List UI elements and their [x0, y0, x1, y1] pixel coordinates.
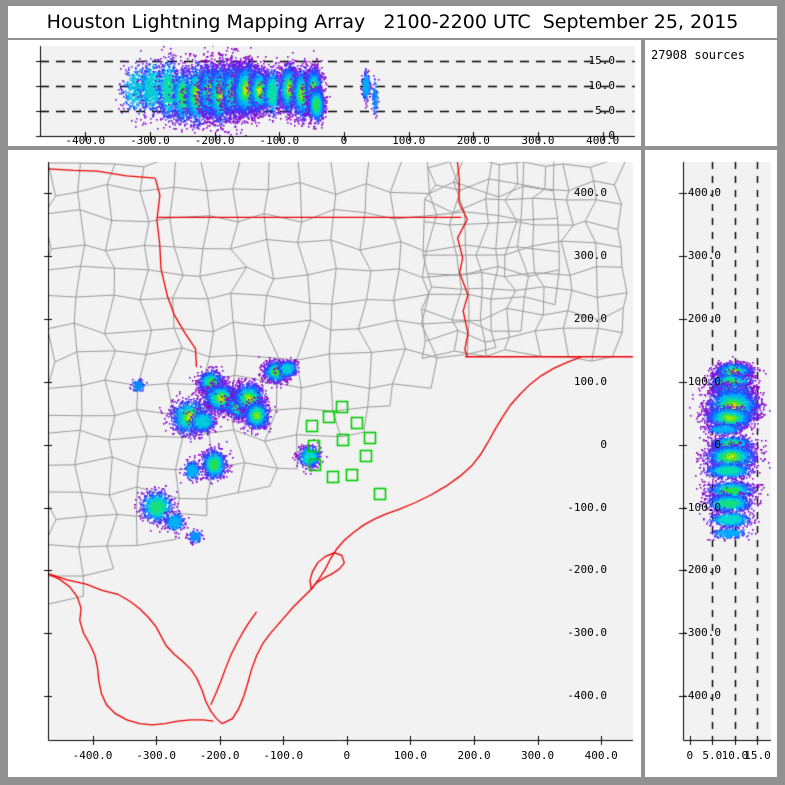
axis-tick-label: 0: [600, 437, 607, 451]
axis-tick-label: 300.0: [521, 749, 555, 762]
axis-tick-label: 5.0: [595, 104, 615, 117]
axis-tick-label: 400.0: [586, 134, 620, 147]
axis-tick-label: 0: [608, 129, 615, 142]
axis-tick-label: -200.0: [567, 563, 607, 577]
axis-tick-label: 200.0: [687, 312, 721, 326]
axis-tick-label: -400.0: [65, 134, 106, 147]
axis-tick-label: 15.0: [744, 749, 771, 762]
axis-tick-label: 400.0: [573, 186, 607, 200]
source-count-panel: 27908 sources: [645, 40, 777, 146]
axis-tick-label: -100.0: [259, 134, 300, 147]
axis-tick-label: 0: [340, 134, 348, 147]
axis-tick-label: 0: [686, 749, 694, 762]
north-south-vs-altitude-panel: -400.0 -300.0 -200.0 -100.0 0 100.0 200.0 300.0…: [645, 150, 777, 777]
axis-tick-label: -100.0: [681, 500, 721, 514]
north-south-vs-altitude-plot: [645, 150, 777, 777]
axis-tick-label: -300.0: [130, 134, 170, 147]
axis-tick-label: -400.0: [72, 749, 113, 762]
axis-tick-label: 10.0: [588, 79, 616, 92]
axis-tick-label: -400.0: [681, 689, 721, 703]
axis-tick-label: 300.0: [573, 249, 607, 263]
axis-tick-label: -200.0: [194, 134, 235, 147]
axis-tick-label: 300.0: [521, 134, 555, 147]
axis-tick-label: -100.0: [567, 500, 607, 514]
axis-tick-label: 200.0: [456, 134, 490, 147]
axis-tick-label: 200.0: [573, 312, 607, 326]
axis-tick-label: -300.0: [136, 749, 176, 762]
axis-tick-label: 100.0: [393, 749, 427, 762]
axis-tick-label: -300.0: [567, 626, 607, 640]
axis-tick-label: 200.0: [457, 749, 491, 762]
axis-tick-label: 100.0: [392, 134, 426, 147]
axis-tick-label: -100.0: [263, 749, 304, 762]
page-title: Houston Lightning Mapping Array 2100-220…: [46, 11, 739, 33]
axis-tick-label: 100.0: [687, 374, 721, 388]
axis-tick-label: 5.0: [702, 749, 723, 762]
axis-tick-label: 400.0: [687, 186, 721, 200]
axis-tick-label: -300.0: [681, 626, 721, 640]
axis-tick-label: 300.0: [687, 249, 721, 263]
altitude-vs-east-west-plot: [8, 40, 641, 146]
axis-tick-label: 0: [343, 749, 351, 762]
axis-tick-label: 10.0: [721, 749, 749, 762]
altitude-vs-east-west-panel: 0 5.0 10.0 15.0: [8, 40, 641, 146]
plan-view-map-panel: -400.0 -300.0 -200.0 -100.0 0 100.0 200.0 300.0…: [8, 150, 641, 777]
source-count-label: 27908 sources: [651, 48, 745, 62]
axis-tick-label: -400.0: [567, 689, 607, 703]
axis-tick-label: -200.0: [199, 749, 240, 762]
axis-tick-label: 15.0: [588, 54, 616, 67]
axis-tick-label: -200.0: [681, 563, 721, 577]
axis-tick-label: 100.0: [573, 374, 607, 388]
axis-tick-label: 400.0: [584, 749, 618, 762]
title-bar: Houston Lightning Mapping Array 2100-220…: [8, 6, 777, 38]
axis-tick-label: 0: [714, 437, 721, 451]
plan-view-map-plot: [8, 150, 641, 777]
